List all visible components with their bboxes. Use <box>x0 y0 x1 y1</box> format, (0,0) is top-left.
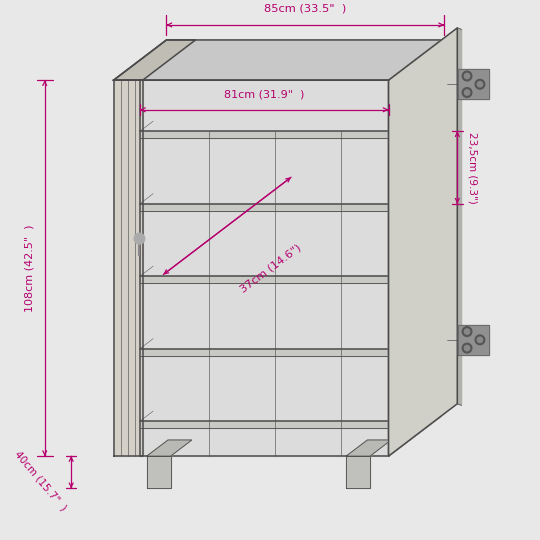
Polygon shape <box>389 28 457 456</box>
Text: 40cm (15.7"  ): 40cm (15.7" ) <box>13 448 69 512</box>
Circle shape <box>475 335 485 345</box>
Polygon shape <box>147 456 171 488</box>
Polygon shape <box>147 440 192 456</box>
Polygon shape <box>389 91 442 138</box>
Circle shape <box>464 73 470 79</box>
Polygon shape <box>140 204 389 211</box>
Text: 108cm (42.5"  ): 108cm (42.5" ) <box>25 225 35 312</box>
Text: 37cm (14.6"): 37cm (14.6") <box>238 242 302 294</box>
Text: 85cm (33.5"  ): 85cm (33.5" ) <box>264 3 346 13</box>
Polygon shape <box>389 381 442 428</box>
Polygon shape <box>113 80 143 456</box>
Polygon shape <box>458 325 489 355</box>
Polygon shape <box>389 164 442 211</box>
Circle shape <box>462 71 472 81</box>
Polygon shape <box>346 440 391 456</box>
Polygon shape <box>140 349 389 356</box>
Polygon shape <box>140 276 389 283</box>
Polygon shape <box>140 80 389 456</box>
Polygon shape <box>458 70 489 99</box>
Polygon shape <box>346 456 370 488</box>
Polygon shape <box>113 40 444 80</box>
Circle shape <box>464 90 470 95</box>
Circle shape <box>464 329 470 334</box>
Polygon shape <box>389 308 442 356</box>
Circle shape <box>477 337 483 342</box>
Text: 23,5cm (9.3"): 23,5cm (9.3") <box>468 132 478 204</box>
Circle shape <box>462 343 472 353</box>
Polygon shape <box>389 236 442 283</box>
Circle shape <box>462 87 472 97</box>
Circle shape <box>477 82 483 87</box>
Polygon shape <box>140 421 389 428</box>
Circle shape <box>134 233 145 244</box>
Polygon shape <box>457 28 462 406</box>
Circle shape <box>464 346 470 351</box>
Circle shape <box>462 327 472 336</box>
Text: 81cm (31.9"  ): 81cm (31.9" ) <box>224 89 305 99</box>
Polygon shape <box>113 40 195 80</box>
Polygon shape <box>389 40 442 456</box>
Circle shape <box>475 79 485 89</box>
Polygon shape <box>140 131 389 138</box>
